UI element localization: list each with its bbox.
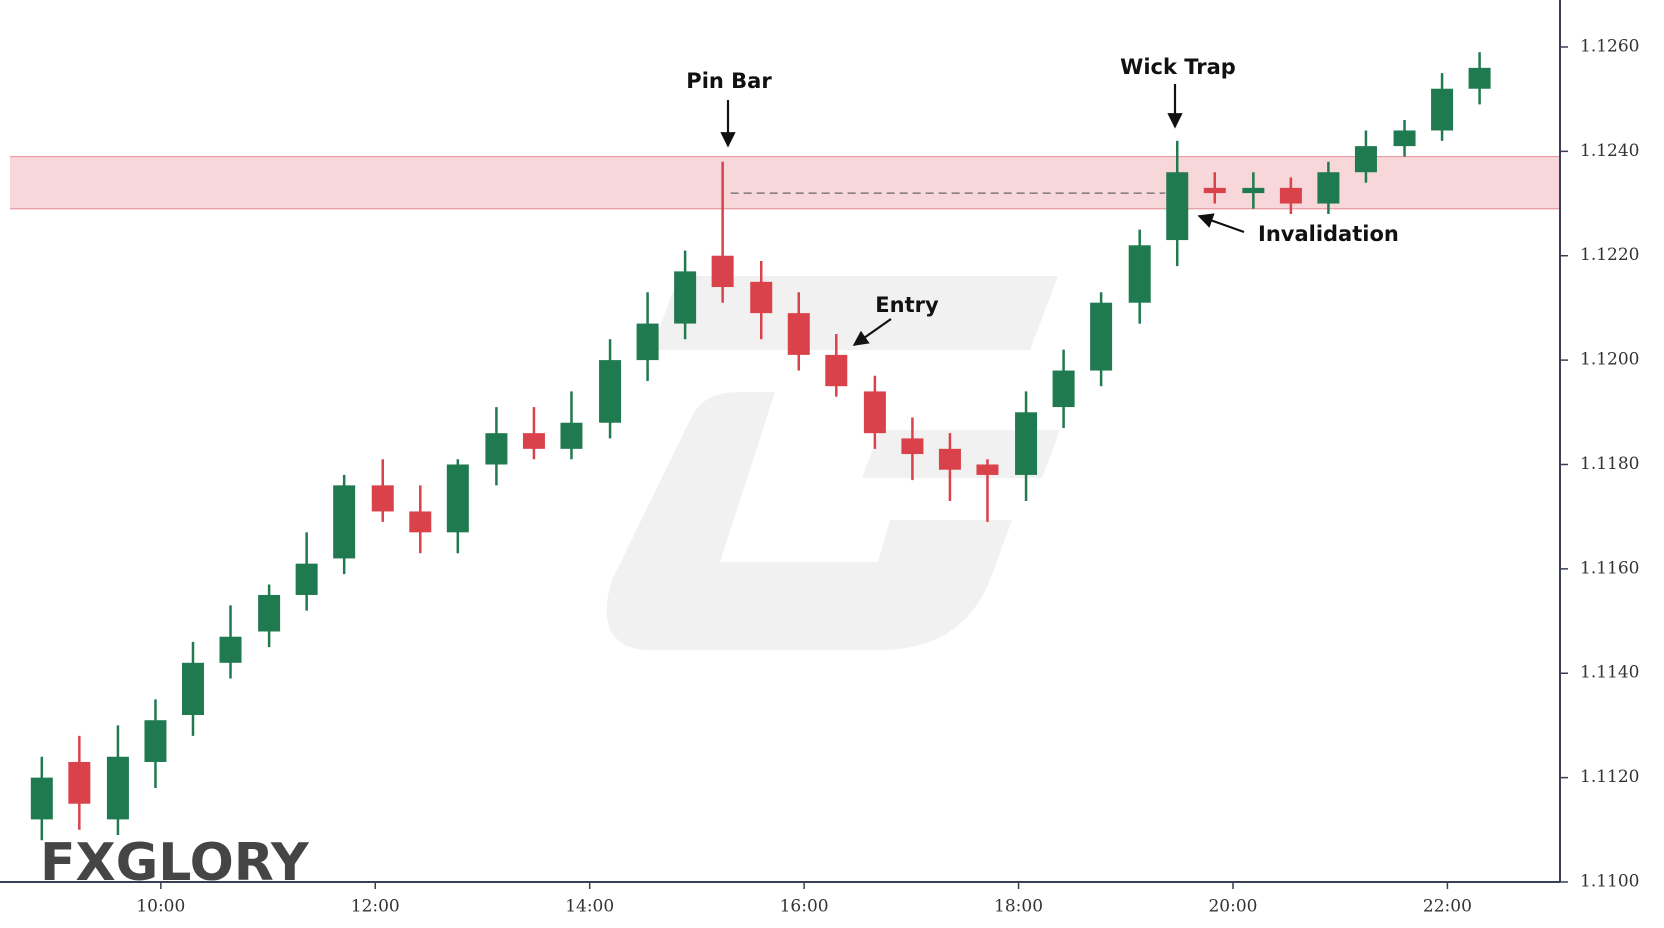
candle-body [1468, 67, 1491, 89]
candle-body [674, 271, 697, 324]
axes-layer: 1.1100 1.1120 1.1140 1.1160 1.1180 1.1200 1.12… [0, 0, 1639, 917]
candle-body [1128, 245, 1151, 303]
candle-body [144, 720, 167, 762]
candle-body [333, 485, 356, 559]
candle-body [938, 448, 961, 470]
candle-body [1052, 370, 1075, 408]
y-tick-label: 1.1120 [1580, 767, 1639, 787]
candle-body [711, 255, 734, 288]
candle-body [976, 464, 999, 475]
candle-body [787, 313, 810, 355]
candle-body [1203, 187, 1226, 194]
annotations-layer: Pin Bar Wick Trap Entry Invalidation [686, 55, 1399, 346]
x-tick-label: 18:00 [994, 897, 1043, 917]
candle-body [825, 354, 848, 387]
candle-body [371, 485, 394, 512]
x-tick-label: 10:00 [136, 897, 185, 917]
candle-body [863, 391, 886, 434]
candle-body [258, 594, 281, 632]
candle-body [636, 323, 659, 361]
candle-body [219, 636, 242, 663]
y-tick-label: 1.1220 [1580, 245, 1639, 265]
x-tick-label: 14:00 [565, 897, 614, 917]
candle-body [68, 761, 91, 804]
candle-body [901, 438, 924, 455]
candle-body [30, 777, 53, 820]
watermark [606, 276, 1060, 650]
candle-body [1242, 187, 1265, 194]
x-tick-label: 20:00 [1208, 897, 1257, 917]
candle-body [1279, 187, 1302, 204]
y-tick-label: 1.1200 [1580, 350, 1639, 370]
candle-body [1166, 172, 1189, 241]
y-tick-label: 1.1180 [1580, 454, 1639, 474]
candle-body [446, 464, 469, 533]
candle-body [181, 662, 204, 715]
y-tick-label: 1.1160 [1580, 558, 1639, 578]
x-tick-label: 16:00 [780, 897, 829, 917]
candle-body [106, 756, 129, 820]
candle-body [295, 563, 318, 595]
annotation-arrow [1197, 213, 1245, 234]
annotation-arrow [852, 318, 892, 346]
candle-body [1393, 130, 1416, 147]
candle-body [1090, 302, 1113, 371]
x-tick-label: 12:00 [351, 897, 400, 917]
candle-body [522, 433, 545, 449]
candle-body [1317, 172, 1340, 204]
candle-body [1354, 146, 1377, 173]
annotation: Entry [875, 293, 939, 317]
candle-body [1015, 412, 1038, 475]
y-tick-label: 1.1260 [1580, 36, 1639, 56]
annotation: Invalidation [1258, 222, 1399, 246]
candle-body [599, 360, 622, 423]
annotation: Wick Trap [1120, 55, 1236, 79]
candle-body [750, 281, 773, 314]
candle-body [560, 422, 583, 449]
x-tick-label: 22:00 [1423, 897, 1472, 917]
y-tick-label: 1.1140 [1580, 663, 1639, 683]
y-tick-label: 1.1100 [1580, 872, 1639, 892]
candle-body [485, 433, 508, 465]
y-tick-label: 1.1240 [1580, 141, 1639, 161]
candle-body [1431, 88, 1454, 131]
zone-layer [10, 155, 1560, 210]
candles-layer [30, 52, 1491, 841]
candle-body [409, 511, 432, 533]
logo: FXGLORY [40, 833, 310, 893]
annotation: Pin Bar [686, 69, 772, 93]
